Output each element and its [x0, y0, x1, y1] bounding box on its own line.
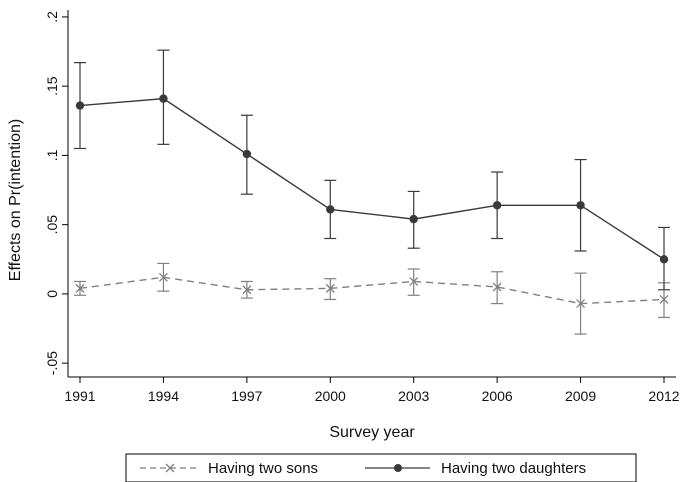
x-tick-label: 2006 [482, 388, 513, 404]
series-having-two-daughters [74, 49, 670, 291]
data-point [409, 214, 418, 224]
x-tick-label: 2012 [648, 388, 679, 404]
x-marker-stroke [158, 272, 168, 282]
legend-sons-marker [165, 463, 175, 473]
data-point [158, 272, 168, 282]
y-tick-label: .1 [44, 149, 60, 161]
x-marker-stroke [325, 283, 335, 293]
y-tick-label: .2 [44, 11, 60, 23]
x-tick-label: 2000 [315, 388, 346, 404]
series-having-two-sons [74, 262, 670, 335]
x-tick-label: 1997 [231, 388, 262, 404]
x-marker-stroke [242, 285, 252, 295]
data-point [242, 285, 252, 295]
data-point [159, 94, 168, 103]
data-point [492, 282, 502, 292]
y-tick-label: -.05 [44, 351, 60, 375]
data-point [75, 101, 85, 110]
data-point [576, 299, 586, 309]
series-layer [74, 49, 670, 335]
y-axis-ticks: -.05 0 .05 .1 .15 .2 [44, 11, 68, 375]
series-line [79, 97, 665, 260]
data-point [75, 283, 85, 293]
x-tick-label: 2003 [398, 388, 429, 404]
data-point [576, 201, 585, 210]
x-axis-ticks: 1991 1994 1997 2000 2003 2006 2009 2012 [64, 377, 680, 404]
data-point [326, 205, 335, 214]
legend-sons-label: Having two sons [208, 460, 318, 477]
data-point [492, 201, 502, 210]
data-point [242, 149, 252, 159]
data-point [659, 255, 669, 264]
x-tick-label: 1991 [64, 388, 95, 404]
x-axis-title: Survey year [329, 424, 415, 441]
x-marker-stroke [576, 299, 586, 309]
legend-daughters-marker [394, 464, 402, 472]
x-marker-stroke [492, 282, 502, 292]
legend: Having two sons Having two daughters [125, 453, 637, 482]
series-line [79, 276, 665, 305]
y-tick-label: .15 [44, 76, 60, 96]
data-point [659, 294, 669, 304]
x-marker-stroke [409, 276, 419, 286]
y-tick-label: .05 [44, 215, 60, 235]
legend-daughters-label: Having two daughters [441, 460, 586, 477]
x-marker-stroke [659, 294, 669, 304]
data-point [409, 276, 419, 286]
chart-axes [67, 10, 676, 378]
data-point [325, 283, 335, 293]
x-tick-label: 2009 [565, 388, 596, 404]
y-axis-title: Effects on Pr(intention) [7, 119, 24, 281]
x-marker-stroke [75, 283, 85, 293]
y-tick-label: 0 [44, 290, 60, 298]
x-tick-label: 1994 [148, 388, 179, 404]
